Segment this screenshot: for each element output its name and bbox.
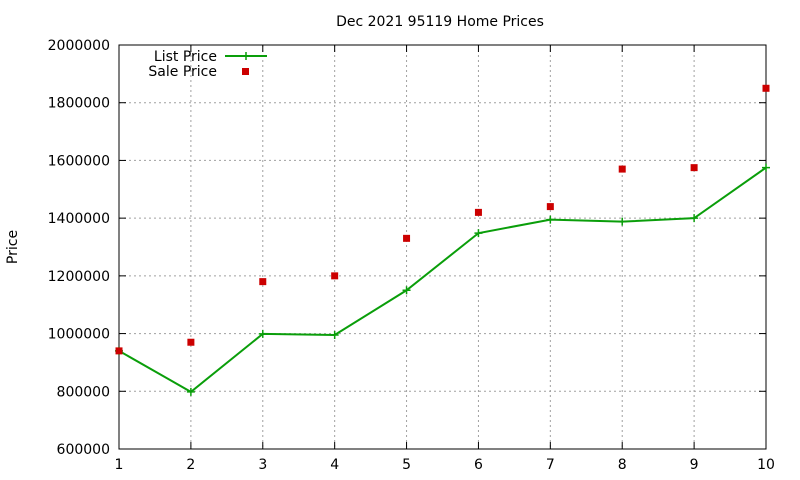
list-price-line [118,166,767,394]
y-tick-label: 2000000 [48,38,110,54]
y-tick-label: 600000 [57,442,110,458]
sale-price-point [187,338,195,346]
legend: List Price Sale Price [148,49,267,80]
y-tick-label: 800000 [57,384,110,400]
list-price-point [690,214,699,223]
list-price-point [474,229,483,238]
y-tick-label: 1600000 [48,153,110,169]
x-tick-label: 7 [546,457,555,473]
y-axis-label: Price [5,230,21,264]
plot-frame [118,44,767,450]
y-tick-label: 1800000 [48,96,110,112]
list-price-point [402,286,411,295]
list-price-point [618,217,627,226]
sale-price-point [618,165,626,173]
sale-price-point [115,347,123,355]
sale-price-point [474,208,482,216]
x-tick-label: 2 [186,457,195,473]
legend-marker-sale-price [242,68,249,75]
list-price-point [546,215,555,224]
chart-title: Dec 2021 95119 Home Prices [336,14,544,30]
x-tick-label: 9 [690,457,699,473]
list-price-point [762,163,770,172]
series [115,84,770,396]
y-tick-label: 1200000 [48,269,110,285]
sale-price-point [331,272,339,280]
grid [119,45,766,449]
x-tick-label: 1 [115,457,124,473]
x-tick-label: 8 [618,457,627,473]
list-price-point [186,387,195,396]
y-tick-label: 1000000 [48,327,110,343]
sale-price-point [259,278,267,286]
x-tick-label: 4 [330,457,339,473]
legend-label-list-price: List Price [154,49,217,65]
sale-price-point [690,164,698,172]
x-tick-label: 6 [474,457,483,473]
sale-price-point [403,234,411,242]
sale-price-point [762,84,770,92]
x-tick-label: 10 [757,457,775,473]
x-tick-label: 5 [402,457,411,473]
list-price-point [258,329,267,338]
x-tick-label: 3 [258,457,267,473]
legend-marker-list-price [242,52,250,60]
list-price-point [330,331,339,340]
y-tick-label: 1400000 [48,211,110,227]
sale-price-point [546,203,554,211]
legend-label-sale-price: Sale Price [148,64,217,80]
axis-ticks: 1 2 3 4 5 6 7 8 9 10 600000 800000 1000000 1200000 140… [48,38,775,473]
